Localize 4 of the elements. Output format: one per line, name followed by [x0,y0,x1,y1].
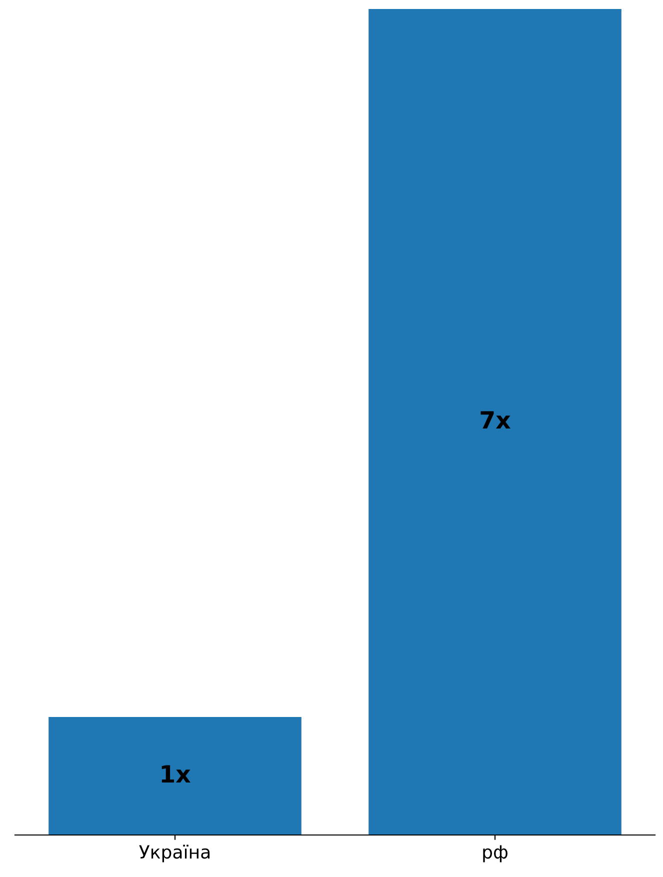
data-label: 7x [480,411,510,429]
x-tick-label: рф [483,845,508,862]
x-tick-label: Україна [139,844,210,862]
data-label: 1x [162,765,190,783]
